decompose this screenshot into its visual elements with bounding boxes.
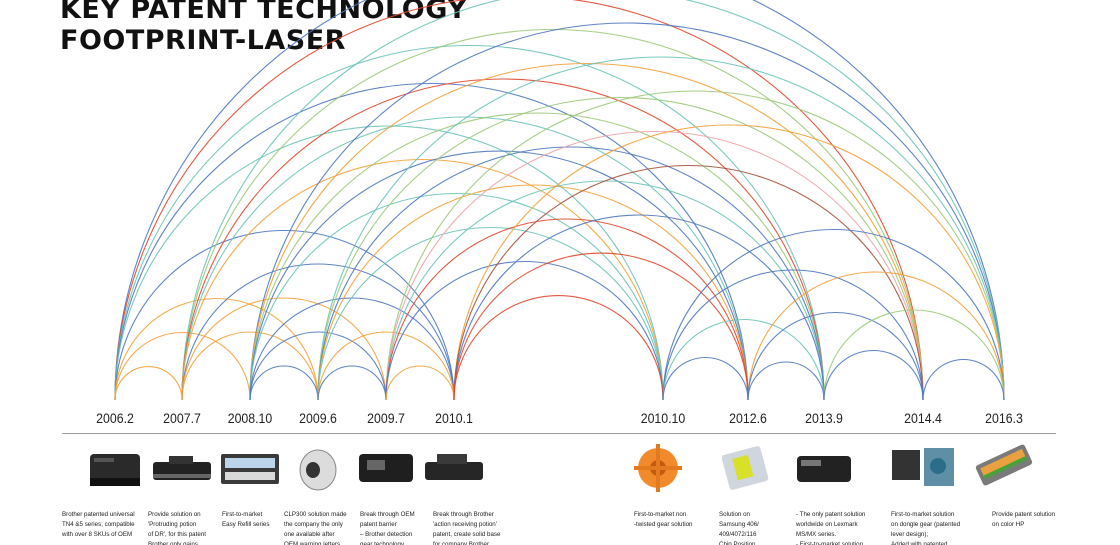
patent-arc bbox=[249, 150, 749, 401]
patent-arc bbox=[747, 311, 924, 401]
patent-arc bbox=[114, 229, 455, 401]
patent-arc bbox=[181, 297, 387, 401]
patent-arc bbox=[453, 214, 825, 401]
milestone-description: Break through OEM patent barrier – Broth… bbox=[360, 511, 415, 545]
patent-arc bbox=[249, 22, 1005, 401]
patent-arc bbox=[249, 365, 319, 401]
milestone-description: Provide patent solution on color HP bbox=[992, 511, 1055, 528]
patent-arc bbox=[385, 218, 749, 401]
patent-arc bbox=[317, 96, 924, 401]
patent-arc bbox=[181, 331, 319, 401]
patent-arc bbox=[385, 261, 664, 401]
gear-icon bbox=[630, 440, 696, 496]
lexmark-cartridge-icon bbox=[791, 440, 857, 496]
patent-arc bbox=[249, 331, 387, 401]
patent-arc bbox=[385, 130, 924, 401]
milestone-description: - The only patent solution worldwide on … bbox=[796, 511, 866, 545]
patent-arc bbox=[181, 29, 924, 401]
patent-arc bbox=[823, 309, 1005, 401]
chip-cartridge-icon bbox=[715, 440, 781, 496]
patent-arc bbox=[317, 56, 1005, 401]
patent-arc bbox=[453, 164, 924, 401]
patent-arc bbox=[823, 350, 924, 401]
patent-arc bbox=[317, 226, 664, 401]
dongle-gear-icon bbox=[890, 440, 956, 496]
patent-arc bbox=[662, 357, 749, 401]
patent-arc bbox=[114, 297, 319, 401]
patent-arc bbox=[114, 125, 664, 401]
milestone-description: Provide solution on 'Protruding potion o… bbox=[148, 511, 206, 545]
patent-arc bbox=[317, 331, 455, 401]
patent-arc bbox=[181, 0, 1005, 401]
patent-arc bbox=[114, 365, 183, 401]
milestone-description: First-to-market solution on dongle gear … bbox=[891, 511, 961, 545]
patent-arc bbox=[662, 269, 924, 401]
patent-arc bbox=[249, 112, 825, 401]
patent-arc bbox=[181, 159, 664, 401]
patent-arc bbox=[453, 252, 749, 401]
patent-arc bbox=[317, 146, 825, 401]
patent-arc bbox=[114, 0, 924, 401]
patent-arc bbox=[181, 263, 455, 401]
patent-arc bbox=[385, 365, 455, 401]
patent-arc bbox=[385, 180, 825, 401]
patent-arc bbox=[114, 332, 251, 401]
title-line-1: KEY PATENT TECHNOLOGY bbox=[60, 0, 468, 25]
patent-arc bbox=[453, 295, 664, 401]
patent-arc bbox=[747, 271, 1005, 401]
patent-arc bbox=[922, 358, 1005, 401]
action-cartridge-icon bbox=[421, 440, 487, 496]
patent-arc bbox=[249, 62, 924, 401]
patent-arc bbox=[181, 78, 825, 401]
patent-arc bbox=[317, 184, 749, 401]
milestone-description: First-to-market Easy Refill series bbox=[222, 511, 270, 528]
patent-arc bbox=[114, 82, 749, 401]
toner-cartridge-icon bbox=[82, 440, 148, 496]
patent-arc bbox=[249, 193, 664, 401]
milestone-description: Solution on Samsung 406/ 409/4072/116 Ch… bbox=[719, 511, 759, 545]
round-cartridge-icon bbox=[285, 440, 351, 496]
drum-cartridge-icon bbox=[149, 440, 215, 496]
color-cartridge-icon bbox=[971, 440, 1037, 496]
patent-arc bbox=[453, 124, 1005, 401]
timeline-axis bbox=[62, 433, 1056, 434]
patent-arc bbox=[249, 297, 455, 401]
patent-arc bbox=[114, 0, 1005, 401]
patent-arc bbox=[114, 45, 825, 401]
milestone-description: Brother patented universal TN4 &5 series… bbox=[62, 511, 135, 538]
patent-arc bbox=[662, 228, 1005, 401]
patent-arc bbox=[385, 90, 1005, 401]
patent-arc bbox=[317, 365, 387, 401]
refill-cartridge-icon bbox=[217, 440, 283, 496]
patent-arc bbox=[181, 116, 749, 401]
milestone-description: CLP300 solution made the company the onl… bbox=[284, 511, 347, 545]
patent-arc bbox=[662, 318, 825, 401]
barrier-cartridge-icon bbox=[353, 440, 419, 496]
milestone-description: First-to-market non -twisted gear soluti… bbox=[634, 511, 693, 528]
milestone-description: Break through Brother 'action receiving … bbox=[433, 511, 501, 545]
patent-arc bbox=[747, 361, 825, 401]
